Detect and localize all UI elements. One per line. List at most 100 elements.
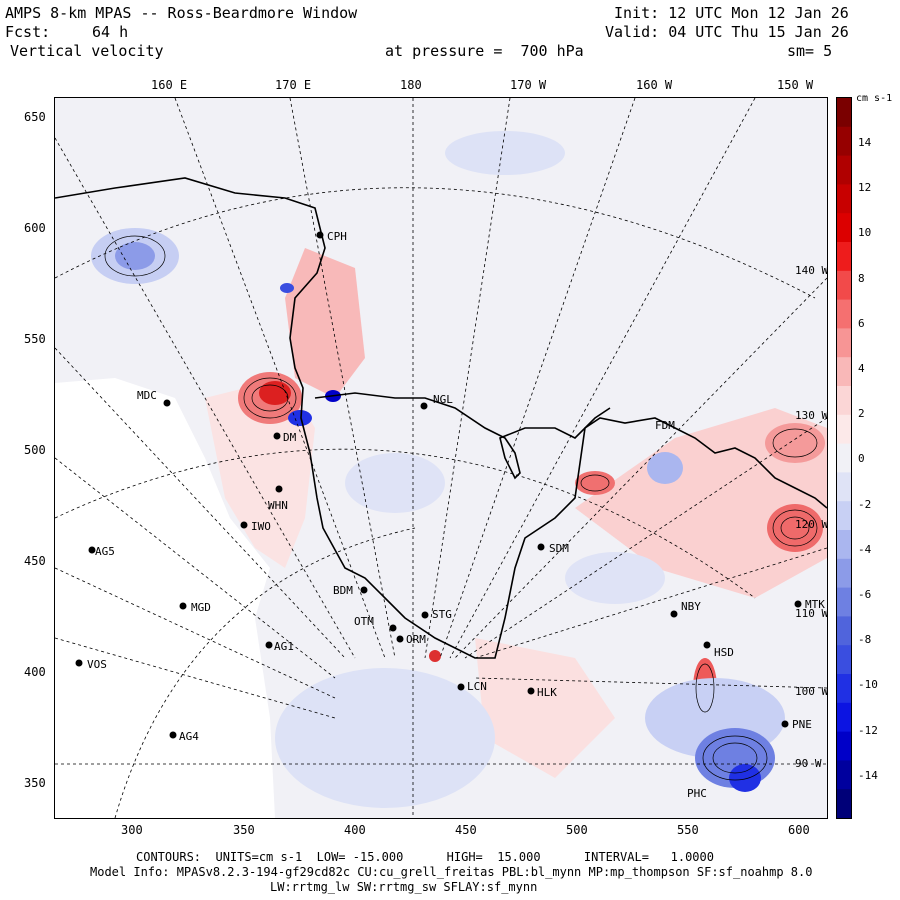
x-tick-label: 550: [677, 823, 699, 837]
colorbar-segment: [837, 674, 851, 704]
colorbar-segment: [837, 386, 851, 416]
colorbar-label: 4: [858, 362, 865, 375]
colorbar-label: 10: [858, 226, 872, 240]
y-tick-label: 350: [24, 776, 46, 790]
station-label-mtk: MTK: [805, 598, 825, 611]
x-tick-label: 450: [455, 823, 477, 837]
negative-area: [275, 668, 495, 808]
colorbar-label: -10: [858, 678, 878, 692]
station-label-pne: PNE: [792, 718, 812, 731]
forecast-label: Fcst:: [5, 23, 51, 41]
colorbar-segment: [837, 558, 851, 589]
smoothing-value: sm= 5: [787, 42, 833, 60]
station-label-dm: DM: [283, 431, 297, 444]
station-label-ag4: AG4: [179, 730, 199, 743]
colorbar-units: cm s-1: [856, 93, 893, 104]
y-tick-label: 500: [24, 443, 46, 457]
y-tick-label: 550: [24, 332, 46, 346]
station-dot-vos: [75, 659, 83, 667]
contours-info: CONTOURS: UNITS=cm s-1 LOW= -15.000 HIGH…: [136, 850, 714, 864]
model-info: Model Info: MPASv8.2.3-194-gf29cd82c CU:…: [90, 865, 813, 879]
station-label-hsd: HSD: [714, 646, 734, 659]
colorbar-segment: [837, 731, 851, 761]
colorbar-segment: [837, 789, 851, 819]
station-dot-mdc: [163, 399, 171, 407]
negative-area: [647, 452, 683, 484]
colorbar-label: -8: [858, 633, 872, 647]
y-tick-label: 600: [24, 221, 46, 235]
colorbar-segment: [837, 328, 851, 358]
map-panel[interactable]: CPH MDC NGL FDM DM WHN IWO AG5 SDM BDM M…: [54, 97, 828, 819]
station-label-sdm: SDM: [549, 542, 569, 555]
top-lon-label: 150 W: [777, 78, 814, 92]
colorbar-label: -6: [858, 588, 872, 601]
contour-lines: [104, 235, 818, 781]
positive-core: [429, 650, 441, 662]
inside-lon-label: 110 W: [795, 607, 827, 620]
station-label-ag5: AG5: [95, 545, 115, 558]
colorbar-segment: [837, 530, 851, 560]
station-label-cph: CPH: [327, 230, 347, 243]
x-tick-label: 400: [344, 823, 366, 837]
station-label-whn: WHN: [268, 499, 288, 512]
inside-lon-label: 100 W: [795, 685, 827, 698]
station-dot-mgd: [179, 602, 187, 610]
top-lon-label: 170 E: [275, 78, 312, 92]
colorbar-segment: [837, 126, 851, 157]
station-dot-pne: [781, 720, 789, 728]
x-tick-label: 350: [233, 823, 255, 837]
top-lon-label: 180: [400, 78, 422, 92]
colorbar-gradient: [837, 98, 851, 819]
y-tick-label: 450: [24, 554, 46, 568]
colorbar-segment: [837, 501, 851, 531]
station-dot-hlk: [527, 687, 535, 695]
negative-area: [445, 131, 565, 175]
colorbar: [836, 97, 852, 819]
colorbar-segment: [837, 702, 851, 733]
coastline: [55, 177, 827, 659]
colorbar-segment: [837, 357, 851, 387]
positive-area: [205, 378, 315, 568]
station-label-lcn: LCN: [467, 680, 487, 693]
station-label-ngl: NGL: [433, 393, 453, 406]
station-label-stg: STG: [432, 608, 452, 621]
colorbar-label: -2: [858, 497, 872, 511]
inside-lon-label: 140 W: [795, 264, 827, 277]
colorbar-segment: [837, 645, 851, 675]
station-dot-orm: [396, 635, 404, 643]
field-name: Vertical velocity: [10, 42, 164, 60]
station-dot-sdm: [537, 543, 545, 551]
forecast-hour: 64 h: [92, 23, 129, 41]
colorbar-segment: [837, 242, 851, 272]
station-markers: [75, 231, 802, 739]
top-lon-label: 170 W: [510, 78, 547, 92]
model-info-line2: LW:rrtmg_lw SW:rrtmg_sw SFLAY:sf_mynn: [270, 880, 538, 894]
colorbar-segment: [837, 270, 851, 301]
colorbar-segment: [837, 155, 851, 185]
masked-region: [55, 378, 275, 818]
valid-time: Valid: 04 UTC Thu 15 Jan 26: [605, 23, 849, 41]
y-tick-label: 400: [24, 665, 46, 679]
x-tick-label: 500: [566, 823, 588, 837]
positive-core: [259, 381, 291, 405]
station-dot-lcn: [457, 683, 465, 691]
station-dot-bdm: [360, 586, 368, 594]
x-tick-label: 600: [788, 823, 810, 837]
station-label-bdm: BDM: [333, 584, 353, 597]
colorbar-segment: [837, 213, 851, 243]
colorbar-label: -14: [858, 768, 878, 782]
map-title: AMPS 8-km MPAS -- Ross-Beardmore Window: [5, 4, 358, 22]
top-lon-label: 160 E: [151, 78, 188, 92]
colorbar-segment: [837, 184, 851, 214]
colorbar-label: 12: [858, 181, 872, 195]
station-label-otm: OTM: [354, 615, 374, 628]
colorbar-segment: [837, 760, 851, 790]
inside-lon-label: 130 W: [795, 409, 827, 422]
station-dot-iwo: [240, 521, 248, 529]
graticule: [55, 98, 827, 818]
station-label-nby: NBY: [681, 600, 701, 613]
y-tick-label: 650: [24, 110, 46, 124]
station-label-orm: ORM: [406, 633, 426, 646]
station-dot-ngl: [420, 402, 428, 410]
colorbar-segment: [837, 414, 851, 445]
